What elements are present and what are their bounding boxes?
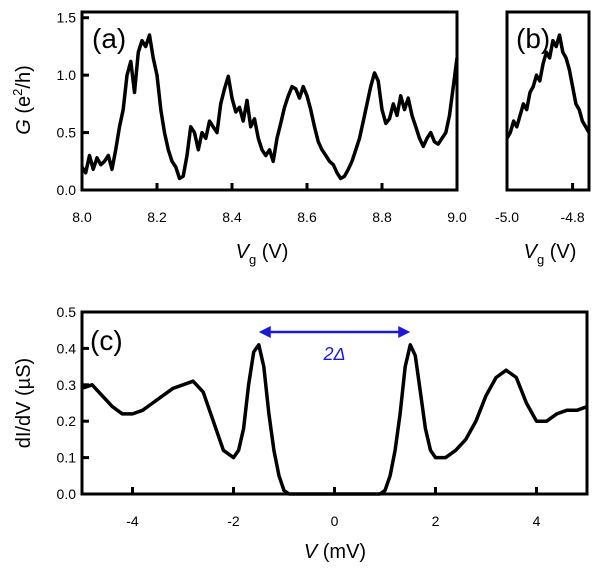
gap-arrow-head-right: [398, 326, 411, 338]
panel-a-y-tick-label: 0.5: [57, 125, 77, 141]
panel-c-y-tick-label: 0.4: [57, 340, 77, 356]
panel-a-x-tick-label: 8.0: [72, 209, 92, 225]
gap-arrow-head-left: [258, 326, 271, 338]
panel-a-frame: [80, 10, 459, 192]
panel-a-x-axis-label: Vg (V): [236, 241, 289, 267]
panel-a-y-tick-label: 0.0: [57, 182, 77, 198]
panel-c-ticks: -4 -2 0 2 4 0.0 0.1 0.2 0.3 0.4 0.5: [57, 304, 541, 529]
panel-b-x-axis-label: Vg (V): [524, 241, 577, 267]
panel-c-y-axis-label: dI/dV (µS): [13, 358, 35, 448]
panel-a-data-line: [80, 33, 459, 181]
panel-b-data-line: [505, 33, 591, 140]
panel-c-x-tick-label: 4: [533, 513, 541, 529]
panel-c-data-line: [81, 343, 588, 496]
panel-b-x-tick-label: -5.0: [495, 209, 519, 225]
panel-c-frame: [80, 310, 589, 496]
panel-c: -4 -2 0 2 4 0.0 0.1 0.2 0.3 0.4 0.5 2Δ (c) dI/dV (…: [13, 304, 589, 563]
panel-c-x-tick-label: 2: [432, 513, 440, 529]
panel-a-x-tick-label: 9.0: [447, 209, 467, 225]
gap-label: 2Δ: [322, 344, 345, 364]
panel-b-ticks: -5.0 -4.8: [495, 183, 585, 225]
panel-a-x-tick-label: 8.2: [147, 209, 167, 225]
panel-b: -5.0 -4.8 (b) Vg (V): [495, 10, 591, 267]
panel-c-y-tick-label: 0.1: [57, 450, 77, 466]
panel-b-label: (b): [516, 23, 550, 54]
panel-c-x-tick-label: -2: [227, 513, 240, 529]
panel-a: 8.0 8.2 8.4 8.6 8.8 9.0 0.0 0.5 1.0 1.5 (a) G (e2…: [10, 10, 467, 267]
panel-a-y-tick-label: 1.0: [57, 67, 77, 83]
panel-a-x-tick-label: 8.4: [222, 209, 242, 225]
panel-a-ticks: 8.0 8.2 8.4 8.6 8.8 9.0 0.0 0.5 1.0 1.5: [57, 10, 467, 225]
panel-a-y-axis-label: G (e2/h): [10, 65, 35, 134]
panel-a-x-tick-label: 8.8: [372, 209, 392, 225]
panel-a-x-tick-label: 8.6: [297, 209, 317, 225]
panel-c-x-tick-label: 0: [331, 513, 339, 529]
panel-c-y-tick-label: 0.3: [57, 377, 77, 393]
panel-c-y-tick-label: 0.0: [57, 486, 77, 502]
panel-a-y-tick-label: 1.5: [57, 10, 77, 26]
panel-a-label: (a): [92, 23, 126, 54]
panel-c-label: (c): [90, 325, 123, 356]
panel-b-x-tick-label: -4.8: [561, 209, 585, 225]
panel-b-frame: [505, 10, 591, 192]
panel-c-x-axis-label: V (mV): [304, 541, 366, 563]
panel-c-y-tick-label: 0.5: [57, 304, 77, 320]
panel-c-y-tick-label: 0.2: [57, 413, 77, 429]
gap-annotation: 2Δ: [258, 326, 411, 364]
panel-c-x-tick-label: -4: [126, 513, 139, 529]
